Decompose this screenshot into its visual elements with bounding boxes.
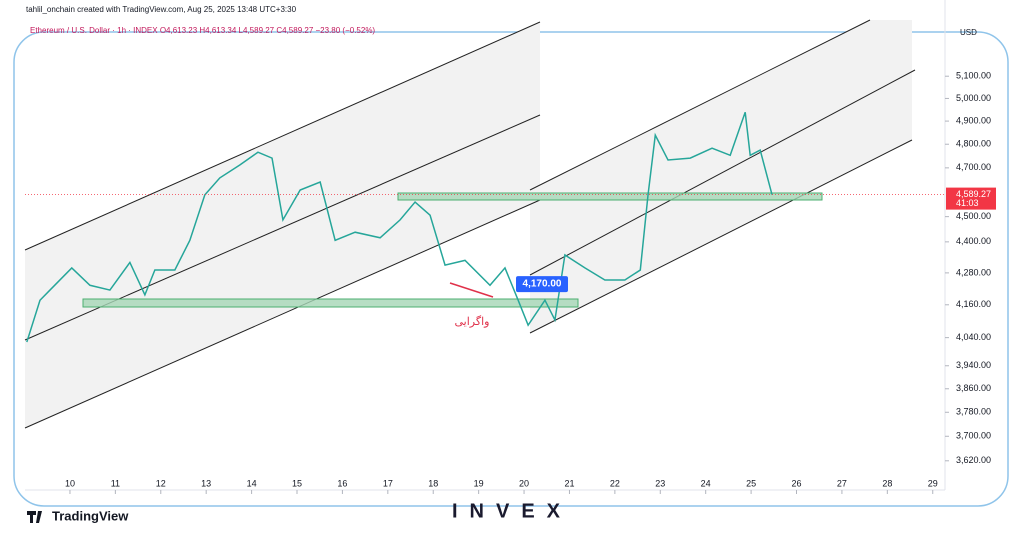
x-tick-label: 20: [519, 478, 529, 488]
y-tick-label: 3,620.00: [956, 455, 991, 465]
x-tick-label: 19: [474, 478, 484, 488]
y-tick-label: 4,280.00: [956, 267, 991, 277]
logo: TradingView: [27, 508, 129, 523]
divergence-line: [449, 282, 494, 298]
y-tick-label: 3,860.00: [956, 383, 991, 393]
x-tick-label: 13: [201, 478, 211, 488]
x-tick-label: 26: [792, 478, 802, 488]
y-tick-label: 3,780.00: [956, 407, 991, 417]
channel-shade: [25, 22, 540, 428]
resistance-zone: [397, 192, 823, 201]
countdown: 41:03: [956, 198, 979, 208]
x-tick-label: 12: [156, 478, 166, 488]
x-tick-label: 24: [701, 478, 711, 488]
y-tick-label: 4,040.00: [956, 332, 991, 342]
last-price-label: 4,589.27: [956, 189, 991, 199]
x-tick-label: 23: [655, 478, 665, 488]
credit: tahlil_onchain created with TradingView.…: [26, 5, 297, 14]
y-tick-label: 5,100.00: [956, 71, 991, 81]
marker-box: [516, 276, 568, 293]
last-price-box: [946, 187, 996, 210]
legend-line: Ethereum / U.S. Dollar · 1h · INDEX O4,6…: [30, 26, 375, 35]
x-tick-label: 16: [337, 478, 347, 488]
y-tick-label: 3,700.00: [956, 431, 991, 441]
y-tick-label: 4,900.00: [956, 115, 991, 125]
y-tick-label: 5,000.00: [956, 93, 991, 103]
frame: [13, 31, 1009, 507]
y-tick-label: 4,800.00: [956, 139, 991, 149]
support-zone: [82, 298, 579, 308]
x-tick-label: 25: [746, 478, 756, 488]
y-tick-label: 4,160.00: [956, 299, 991, 309]
x-tick-label: 17: [383, 478, 393, 488]
x-tick-label: 28: [882, 478, 892, 488]
channel-shade: [530, 20, 912, 333]
logo-text: TradingView: [52, 508, 129, 523]
x-tick-label: 10: [65, 478, 75, 488]
x-tick-label: 11: [111, 478, 120, 488]
y-tick-label: 3,940.00: [956, 360, 991, 370]
annotation: واگرایی: [455, 315, 490, 328]
y-tick-label: 4,500.00: [956, 211, 991, 221]
y-tick-label: 4,700.00: [956, 162, 991, 172]
y-unit: USD: [960, 28, 977, 37]
x-tick-label: 15: [292, 478, 302, 488]
watermark: INVEX: [452, 500, 572, 522]
x-tick-label: 14: [247, 478, 257, 488]
x-tick-label: 27: [837, 478, 847, 488]
marker-label: 4,170.00: [523, 279, 562, 290]
x-tick-label: 22: [610, 478, 620, 488]
price-line: [26, 111, 773, 343]
x-tick-label: 18: [428, 478, 438, 488]
x-tick-label: 29: [928, 478, 938, 488]
x-tick-label: 21: [564, 478, 574, 488]
y-tick-label: 4,400.00: [956, 236, 991, 246]
